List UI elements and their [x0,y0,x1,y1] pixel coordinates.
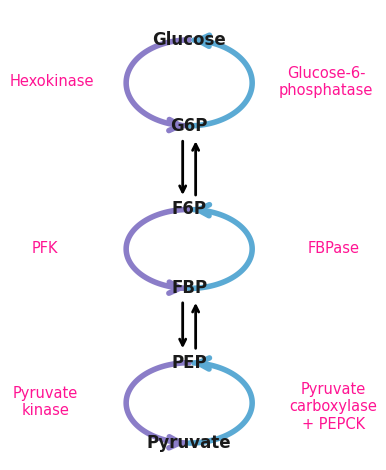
Text: PEP: PEP [171,354,207,372]
Text: FBP: FBP [171,279,207,298]
Text: PFK: PFK [32,242,58,257]
Text: Pyruvate
carboxylase
+ PEPCK: Pyruvate carboxylase + PEPCK [289,382,377,432]
Text: Pyruvate
kinase: Pyruvate kinase [12,386,78,418]
Text: F6P: F6P [172,201,207,219]
Text: Glucose-6-
phosphatase: Glucose-6- phosphatase [279,65,373,98]
Text: FBPase: FBPase [307,242,359,257]
Text: G6P: G6P [171,117,208,135]
Text: Hexokinase: Hexokinase [10,74,95,89]
Text: Pyruvate: Pyruvate [147,434,232,452]
Text: Glucose: Glucose [152,31,226,49]
